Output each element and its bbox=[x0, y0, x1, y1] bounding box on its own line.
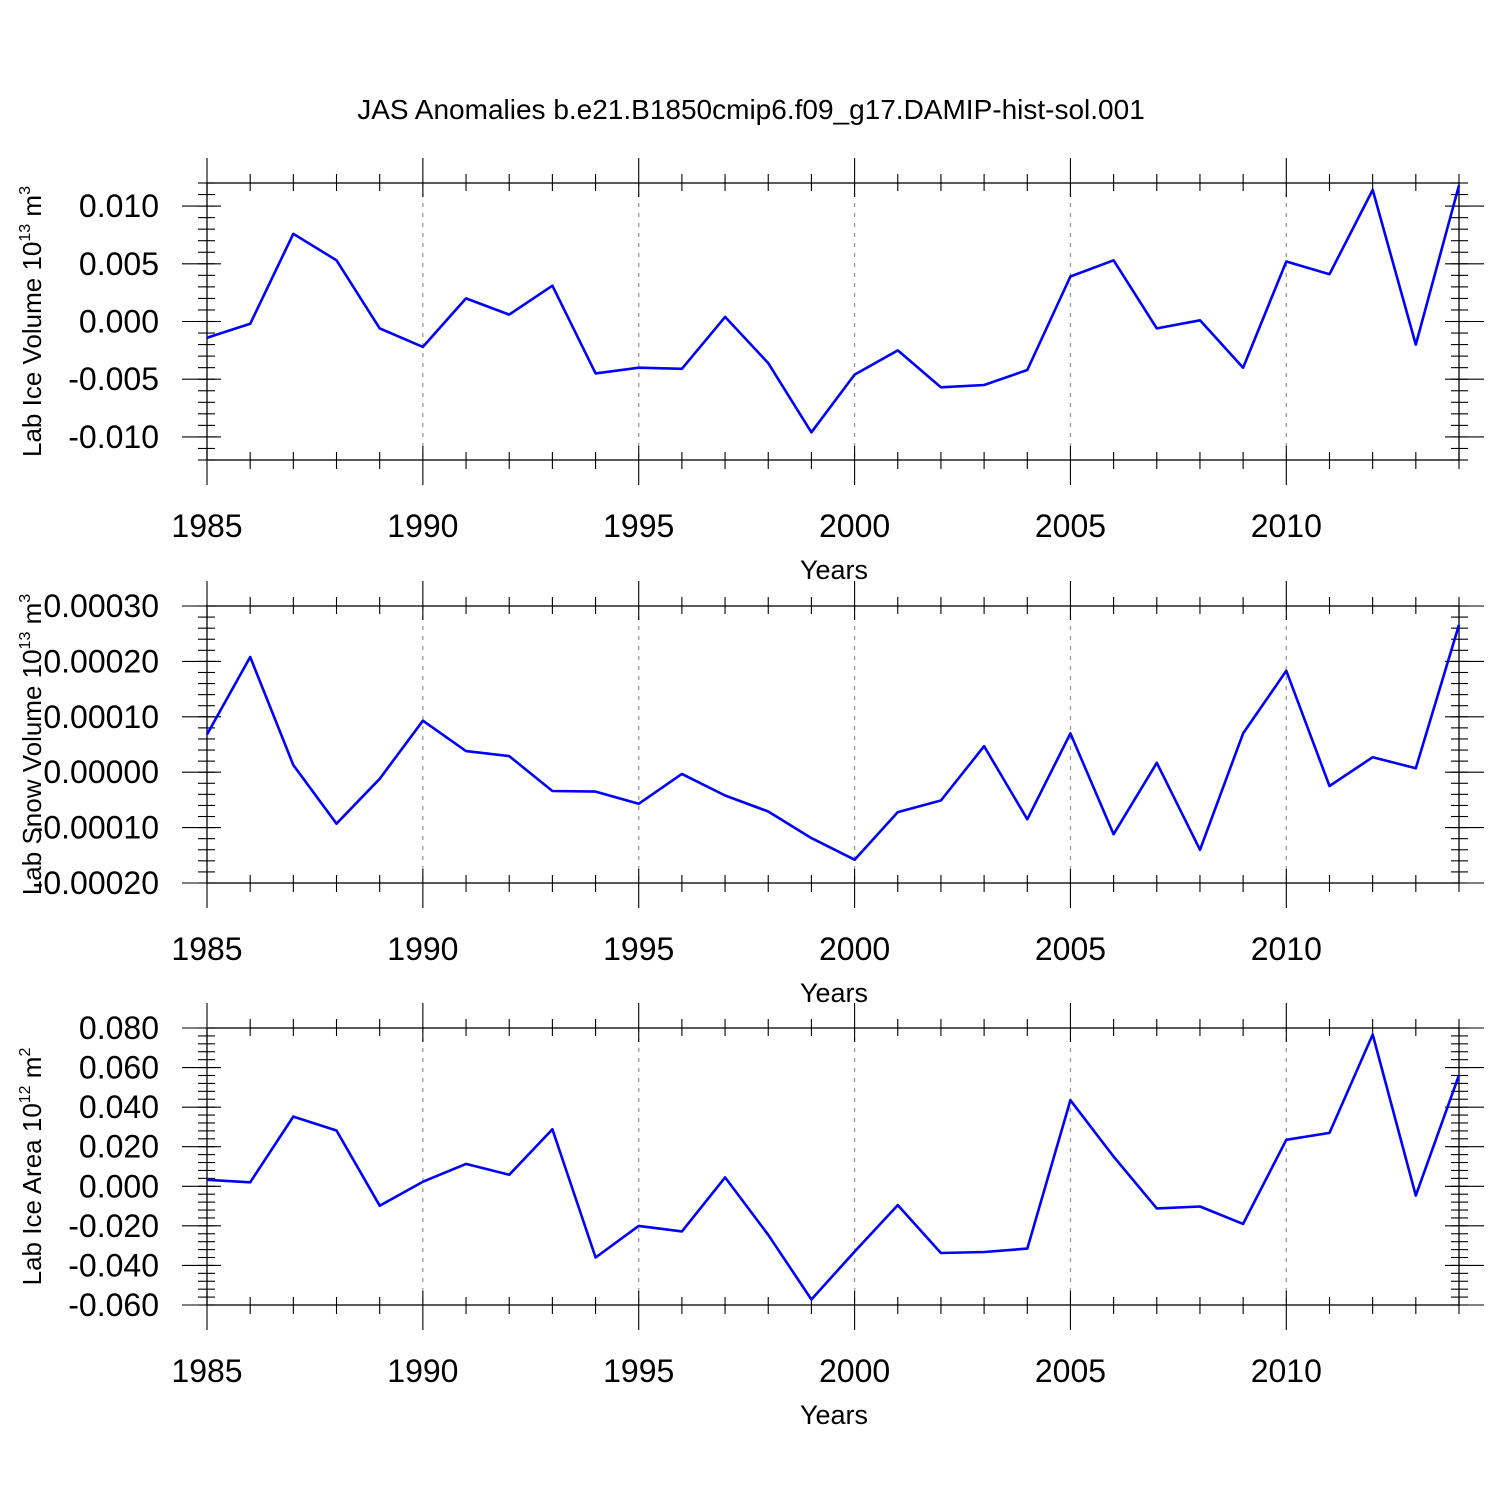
y-axis-title-unit: m bbox=[17, 1057, 47, 1086]
plot-frame bbox=[206, 1027, 1460, 1306]
y-tick-label: 0.005 bbox=[79, 246, 159, 282]
y-axis-title-exponent: 12 bbox=[17, 1085, 34, 1103]
y-tick-label: 0.00010 bbox=[43, 699, 159, 735]
y-tick-label: -0.00010 bbox=[33, 810, 159, 846]
x-tick-label: 2000 bbox=[819, 931, 890, 967]
y-axis-title: Lab Snow Volume 1013 m3 bbox=[17, 594, 47, 895]
y-tick-label: 0.00000 bbox=[43, 754, 159, 790]
y-axis-title-text: Lab Ice Volume 10 bbox=[17, 242, 47, 457]
panel-ice-area: 1985 1990 1995 2000 2005 2010 -0.060 -0.040-0.0… bbox=[17, 1003, 1484, 1430]
y-tick-label: 0.060 bbox=[79, 1050, 159, 1086]
series-line-ice-area bbox=[206, 1033, 1461, 1301]
x-tick-label: 1985 bbox=[171, 931, 242, 967]
y-axis-title-unit-exponent: 2 bbox=[17, 1048, 34, 1057]
y-axis-title: Lab Ice Area 1012 m2 bbox=[17, 1048, 47, 1286]
y-axis-title-exponent: 13 bbox=[17, 224, 34, 242]
y-tick-label: -0.00020 bbox=[33, 865, 159, 901]
y-tick-label: -0.005 bbox=[68, 361, 159, 397]
x-tick-label: 2000 bbox=[819, 508, 890, 544]
x-tick-label: 2000 bbox=[819, 1353, 890, 1389]
x-tick-label: 2005 bbox=[1035, 508, 1106, 544]
plot-frame bbox=[206, 605, 1460, 884]
x-tick-label: 2010 bbox=[1251, 508, 1322, 544]
x-axis-title: Years bbox=[800, 555, 868, 585]
y-tick-label: 0.000 bbox=[79, 304, 159, 340]
y-tick-label: -0.060 bbox=[68, 1287, 159, 1323]
y-axis-title-unit-exponent: 3 bbox=[17, 594, 34, 603]
y-tick-label: 0.00030 bbox=[43, 588, 159, 624]
x-tick-label: 1995 bbox=[603, 1353, 674, 1389]
x-tick-label: 1990 bbox=[387, 508, 458, 544]
plot-frame bbox=[206, 182, 1460, 461]
y-axis-title-unit: m bbox=[17, 195, 47, 224]
panel-ice-volume: 1985 1990 1995 2000 2005 2010 -0.010 -0.005 0.00… bbox=[17, 158, 1484, 585]
y-axis-title-text: Lab Snow Volume 10 bbox=[17, 649, 47, 895]
x-tick-label: 2010 bbox=[1251, 931, 1322, 967]
x-tick-label: 2010 bbox=[1251, 1353, 1322, 1389]
x-tick-label: 1990 bbox=[387, 1353, 458, 1389]
y-axis-title-unit: m bbox=[17, 603, 47, 632]
panel-snow-volume: 1985 1990 1995 2000 2005 2010 -0.00020 -0.00010… bbox=[17, 581, 1484, 1008]
y-tick-label: -0.020 bbox=[68, 1208, 159, 1244]
x-tick-label: 2005 bbox=[1035, 931, 1106, 967]
panels: 1985 1990 1995 2000 2005 2010 -0.010 -0.005 0.00… bbox=[17, 158, 1484, 1430]
x-tick-label: 1985 bbox=[171, 508, 242, 544]
y-tick-label: -0.040 bbox=[68, 1247, 159, 1283]
y-tick-label: 0.040 bbox=[79, 1089, 159, 1125]
x-axis-title: Years bbox=[800, 1400, 868, 1430]
y-tick-label: 0.000 bbox=[79, 1168, 159, 1204]
x-tick-label: 1995 bbox=[603, 508, 674, 544]
y-tick-label: 0.020 bbox=[79, 1129, 159, 1165]
y-tick-label: 0.080 bbox=[79, 1010, 159, 1046]
x-tick-label: 2005 bbox=[1035, 1353, 1106, 1389]
y-axis-title-exponent: 13 bbox=[17, 632, 34, 650]
x-tick-label: 1990 bbox=[387, 931, 458, 967]
series-line-snow-volume bbox=[205, 624, 1461, 862]
y-tick-label: -0.010 bbox=[68, 419, 159, 455]
x-tick-label: 1995 bbox=[603, 931, 674, 967]
y-axis-title: Lab Ice Volume 1013 m3 bbox=[17, 186, 47, 457]
y-axis-title-text: Lab Ice Area 10 bbox=[17, 1103, 47, 1285]
x-axis-title: Years bbox=[800, 978, 868, 1008]
y-tick-label: 0.00020 bbox=[43, 643, 159, 679]
x-tick-label: 1985 bbox=[171, 1353, 242, 1389]
chart-title: JAS Anomalies b.e21.B1850cmip6.f09_g17.D… bbox=[357, 94, 1145, 125]
y-tick-label: 0.010 bbox=[79, 188, 159, 224]
series-line-ice-volume bbox=[206, 184, 1461, 434]
y-axis-title-unit-exponent: 3 bbox=[17, 186, 34, 195]
